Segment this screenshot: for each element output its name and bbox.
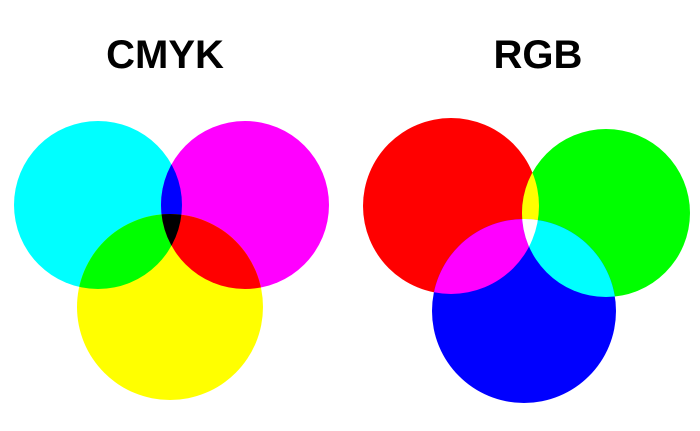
green-blue-overlap xyxy=(522,219,616,297)
cmyk-title: CMYK xyxy=(106,33,224,77)
cyan-yellow-overlap xyxy=(77,214,182,289)
rgb-title: RGB xyxy=(494,33,583,77)
cmyk-diagram: CMYK xyxy=(14,33,329,400)
rgb-diagram: RGB xyxy=(363,33,690,403)
red-blue-overlap xyxy=(432,219,539,294)
magenta-yellow-overlap xyxy=(161,214,263,289)
